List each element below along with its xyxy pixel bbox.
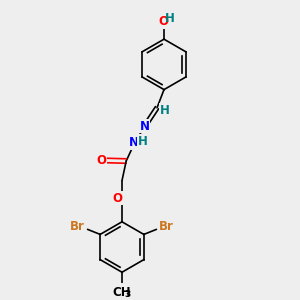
Text: O: O (112, 191, 122, 205)
Text: H: H (137, 135, 147, 148)
Text: 3: 3 (124, 290, 131, 299)
Text: H: H (160, 103, 170, 117)
Text: O: O (96, 154, 106, 167)
Text: Br: Br (70, 220, 85, 233)
Text: Br: Br (159, 220, 174, 233)
Text: N: N (129, 136, 139, 149)
Text: O: O (158, 15, 168, 28)
Text: H: H (165, 12, 175, 25)
Text: CH: CH (113, 286, 131, 299)
Text: N: N (140, 119, 149, 133)
